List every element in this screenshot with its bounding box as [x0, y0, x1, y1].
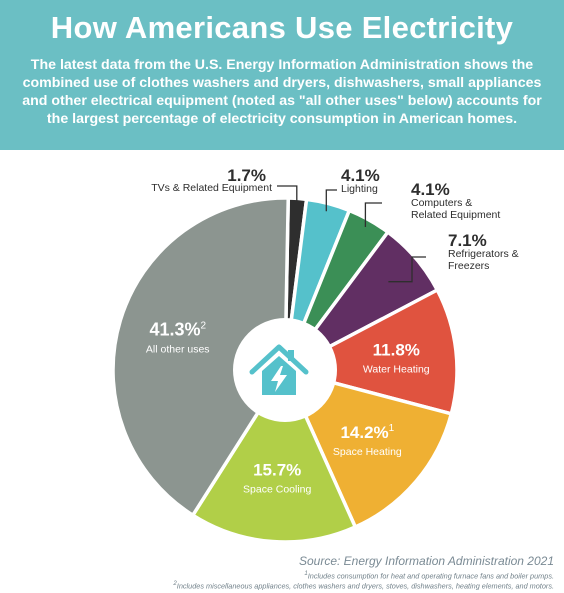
footnote-1-text: Includes consumption for heat and operat…: [307, 571, 554, 581]
footnote-2: 2Includes miscellaneous appliances, clot…: [173, 580, 554, 590]
page-subtitle: The latest data from the U.S. Energy Inf…: [22, 57, 542, 127]
source-note: Source: Energy Information Administratio…: [298, 554, 554, 568]
value-label-space-cooling: 15.7%: [253, 461, 301, 480]
leader-line-refrigerators-and-freezers: [388, 256, 426, 283]
category-label-lighting: Lighting: [341, 183, 378, 195]
leader-line-tvs-and-related-equipment: [277, 185, 298, 207]
value-label-computers-and-related-equipment: 4.1%: [411, 180, 450, 199]
category-label-water-heating: Water Heating: [363, 363, 430, 375]
value-label-refrigerators-and-freezers: 7.1%: [448, 231, 487, 250]
page-title: How Americans Use Electricity: [50, 10, 514, 45]
category-label-space-cooling: Space Cooling: [243, 484, 311, 496]
category-label-refrigerators-and-freezers: Refrigerators & Freezers: [448, 248, 519, 272]
slice-space-cooling: [191, 368, 358, 544]
value-label-water-heating: 11.8%: [373, 340, 420, 359]
value-label-lighting: 4.1%: [341, 166, 380, 185]
value-label-tvs-and-related-equipment: 1.7%: [227, 166, 266, 185]
slice-space-heating: [283, 368, 454, 529]
category-label-all-other-uses: All other uses: [146, 344, 210, 356]
footnote-2-text: Includes miscellaneous appliances, cloth…: [176, 581, 554, 591]
header-banner: How Americans Use Electricity The latest…: [0, 0, 564, 150]
category-label-tvs-and-related-equipment: TVs & Related Equipment: [151, 182, 272, 194]
category-label-space-heating: Space Heating: [333, 446, 402, 458]
slice-water-heating: [283, 288, 459, 416]
value-label-all-other-uses: 41.3%2: [149, 320, 206, 340]
footnote-1: 1Includes consumption for heat and opera…: [304, 570, 554, 580]
value-label-space-heating: 14.2%1: [340, 423, 394, 442]
footnote-2-marker: 2: [173, 580, 177, 587]
slice-all-other-uses: [111, 196, 290, 517]
footnote-1-marker: 1: [304, 570, 308, 577]
leader-line-lighting: [325, 189, 337, 212]
house-lightning-icon: [249, 344, 309, 395]
category-label-computers-and-related-equipment: Computers & Related Equipment: [411, 197, 500, 221]
leader-line-computers-and-related-equipment: [364, 202, 382, 227]
